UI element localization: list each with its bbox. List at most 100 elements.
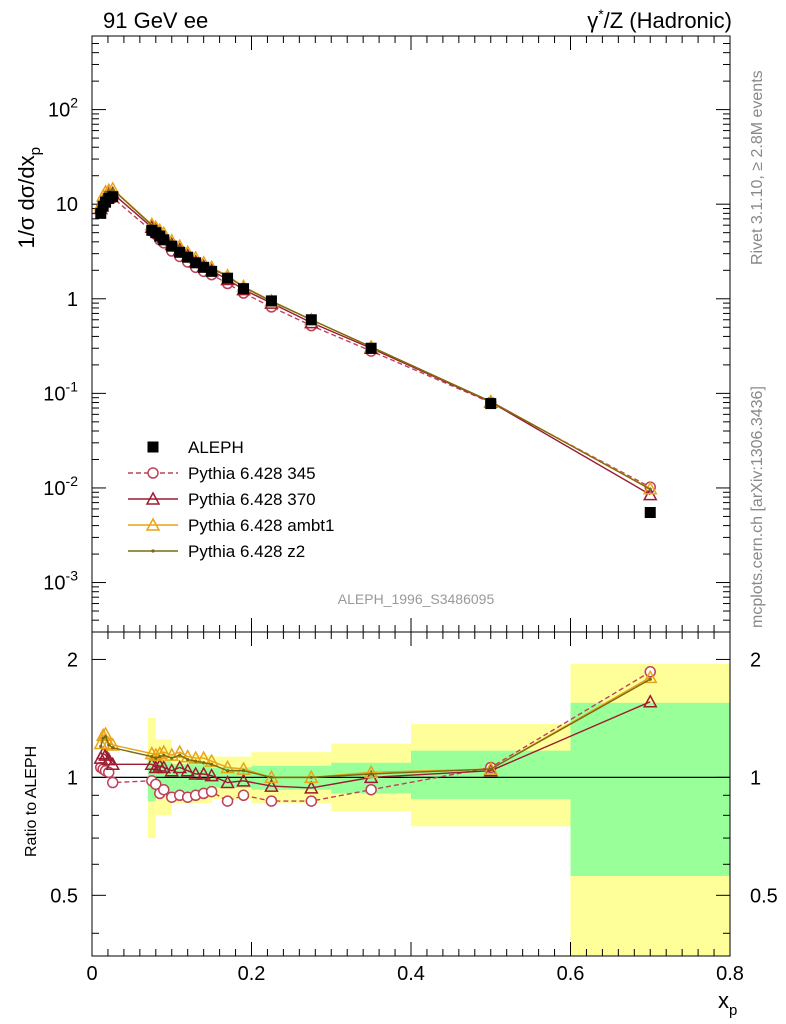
data-point [642, 669, 658, 684]
main-y-tick-label: 102 [48, 95, 78, 122]
data-point [111, 187, 115, 192]
header-left: 91 GeV ee [103, 8, 208, 33]
ratio-uncertainty-bands [92, 663, 730, 956]
series-line [100, 188, 651, 490]
data-point [154, 756, 158, 760]
data-point [105, 756, 120, 771]
x-tick-label: 0.8 [716, 963, 744, 985]
legend-marker [151, 549, 155, 553]
data-point [363, 764, 379, 779]
series-pythia-6-428-345 [95, 191, 656, 493]
data-point [93, 735, 109, 750]
data-point [186, 758, 190, 762]
data-point [174, 246, 186, 258]
data-point [264, 778, 279, 792]
data-point [483, 763, 499, 777]
main-y-tick-label: 1 [67, 289, 78, 311]
data-point [188, 750, 203, 764]
data-point [107, 191, 119, 203]
series-aleph [95, 191, 656, 519]
analysis-label: ALEPH_1996_S3486095 [338, 591, 495, 607]
main-y-tick-label: 10-1 [43, 378, 78, 405]
series-pythia-6-428-370 [93, 694, 658, 794]
header-right: γ*/Z (Hadronic) [587, 6, 732, 33]
series-pythia-6-428-z2 [99, 677, 652, 779]
ratio-y-tick-label-left: 1 [67, 767, 78, 789]
data-point [202, 761, 206, 765]
legend-label: ALEPH [188, 438, 244, 457]
series-pythia-6-428-z2 [99, 187, 652, 491]
data-point [309, 775, 313, 779]
data-point [172, 759, 187, 774]
series-pythia-6-428-ambt1 [93, 181, 658, 495]
data-point [95, 746, 111, 760]
data-point [220, 759, 235, 774]
mcplots-label: mcplots.cern.ch [arXiv:1306.3436] [749, 386, 766, 628]
main-y-tick-label: 10-2 [43, 473, 78, 500]
main-y-tick-label: 10 [56, 194, 78, 216]
data-point [180, 763, 195, 777]
data-point [99, 744, 103, 748]
data-point [642, 694, 658, 708]
data-point [152, 758, 168, 772]
data-point [204, 768, 219, 782]
data-point [98, 726, 113, 740]
x-axis-title: xp [718, 988, 737, 1019]
data-point [95, 207, 107, 219]
data-point [648, 677, 652, 681]
data-point [152, 746, 168, 760]
data-point [162, 753, 166, 757]
data-point [148, 759, 164, 774]
data-point [158, 754, 162, 759]
main-y-axis-title: 1/σ dσ/dxp [14, 147, 44, 249]
legend-entry: ALEPH [147, 438, 244, 457]
ratio-y-axis-title: Ratio to ALEPH [23, 746, 40, 857]
main-panel-series [93, 181, 658, 519]
data-point [103, 735, 108, 739]
data-point [206, 265, 218, 277]
data-point [220, 774, 235, 789]
stat-band-7 [570, 702, 730, 877]
x-tick-label: 0.6 [557, 963, 585, 985]
axes-layer: 0 0.2 0.4 0.6 0.8 10-3 10-2 10-1 1 10 102 0.5 0.5 1 1 2… [43, 35, 778, 985]
legend-marker [145, 517, 161, 531]
data-point [369, 772, 373, 776]
ratio-y-tick-label-left: 2 [67, 649, 78, 671]
legend-label: Pythia 6.428 345 [188, 464, 316, 483]
legend-label: Pythia 6.428 370 [188, 490, 316, 509]
data-point [172, 744, 187, 758]
legend-marker [145, 491, 161, 505]
data-point [158, 234, 170, 246]
legend-marker [147, 467, 159, 479]
data-point [648, 487, 652, 491]
legend-marker [147, 441, 159, 453]
data-point [236, 761, 251, 775]
data-point [269, 775, 274, 779]
data-point [101, 736, 105, 740]
x-tick-label: 0.2 [238, 963, 266, 985]
data-point [205, 785, 218, 798]
data-point [238, 283, 250, 295]
ratio-y-tick-label-right: 1 [750, 767, 761, 789]
data-point [196, 766, 211, 780]
data-point [365, 342, 377, 354]
data-point [166, 240, 178, 252]
data-point [194, 759, 198, 763]
legend-entry: Pythia 6.428 ambt1 [128, 516, 334, 535]
ratio-panel-series [93, 666, 658, 807]
ratio-y-tick-label-right: 2 [750, 649, 761, 671]
data-point [101, 735, 117, 750]
data-point [489, 767, 493, 771]
series-pythia-6-428-345 [95, 666, 656, 807]
main-y-tick-label: 10-3 [43, 568, 78, 595]
data-point [178, 753, 182, 757]
data-point [111, 746, 115, 750]
data-point [222, 272, 234, 284]
rivet-label: Rivet 3.1.10, ≥ 2.8M events [749, 70, 766, 265]
data-point [237, 789, 250, 802]
data-point [644, 507, 656, 519]
data-point [225, 769, 230, 773]
data-point [180, 749, 195, 763]
data-point [265, 295, 277, 307]
